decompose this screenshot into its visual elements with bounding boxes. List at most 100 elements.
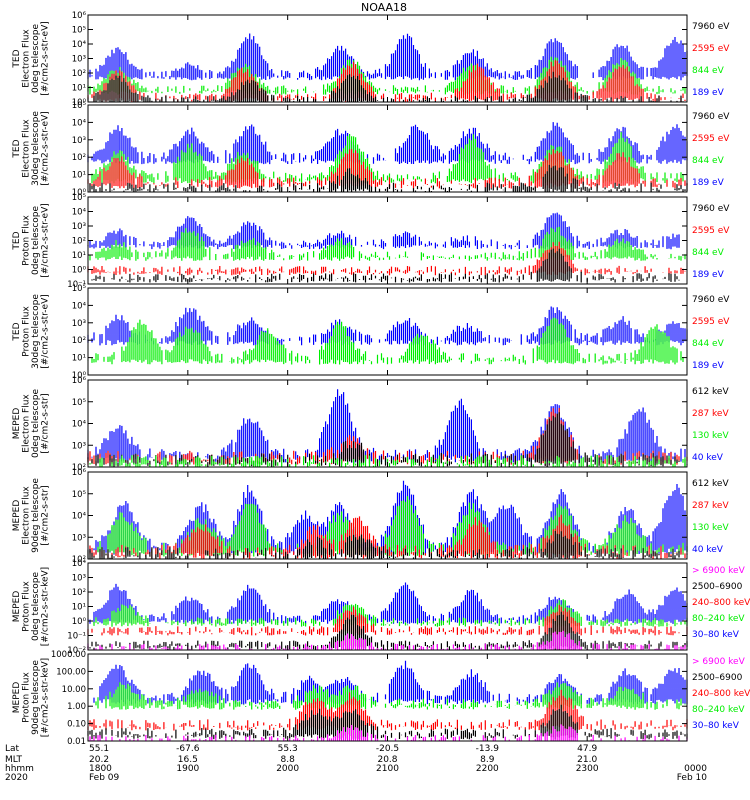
y-axis-label-line: [#/cm2-s-str-keV] <box>40 658 50 737</box>
y-tick-label: 10⁶ <box>72 11 87 21</box>
y-tick-label: 10⁵ <box>72 398 86 408</box>
legend-entry: 844 eV <box>692 156 725 166</box>
y-tick-label: 10² <box>72 153 86 163</box>
x-tick-hhmm: 1900 <box>176 764 199 774</box>
y-axis-label: MEPEDElectron Flux90deg telescope[#/cm2-… <box>12 478 51 553</box>
y-axis-label-line: MEPED <box>12 408 22 440</box>
y-axis-label: MEPEDProton Flux90deg telescope[#/cm2-s-… <box>12 658 51 737</box>
legend-entry: 130 keV <box>692 431 729 441</box>
y-axis-label-line: TED <box>12 231 22 250</box>
legend-entry: 7960 eV <box>692 295 730 305</box>
y-axis-label-line: 0deg telescope <box>31 389 41 459</box>
legend-entry: 844 eV <box>692 339 725 349</box>
legend-entry: 30–80 keV <box>692 721 740 731</box>
x-tick-mlt: 8.9 <box>480 755 495 765</box>
y-axis-label-line: Proton Flux <box>21 581 31 632</box>
legend-entry: 189 eV <box>692 178 725 188</box>
y-axis-label-line: MEPED <box>12 682 22 714</box>
y-axis-label: MEPEDProton Flux0deg telescope[#/cm2-s-s… <box>12 567 51 646</box>
chart-title: NOAA18 <box>361 1 407 14</box>
series-blue-meped-electron-0deg <box>87 389 686 463</box>
series-blue-meped-electron-90deg <box>89 480 688 555</box>
panel-frame <box>87 14 688 103</box>
panel-ted-electron-30deg: 10⁰ 10¹ 10² 10³ 10⁴ 10⁵ TEDElectron Flux30deg … <box>12 101 731 198</box>
trace-black <box>87 412 686 467</box>
y-tick-label: 10³ <box>72 574 86 584</box>
y-tick-label: 10¹ <box>72 603 86 613</box>
series-blue-meped-proton-90deg <box>93 660 688 705</box>
y-axis-label-line: MEPED <box>12 500 22 532</box>
y-axis-label-line: 0deg telescope <box>31 24 41 94</box>
x-tick-mlt: 16.5 <box>178 755 198 765</box>
series-red-ted-electron-0deg <box>87 60 686 102</box>
x-tick-mlt: 20.2 <box>89 755 109 765</box>
legend-entry: 2500–6900 <box>692 673 743 683</box>
y-tick-label: 0.10 <box>67 720 86 730</box>
legend-entry: 2500–6900 <box>692 582 743 592</box>
legend-entry: 80–240 keV <box>692 614 745 624</box>
legend-entry: 287 keV <box>692 409 729 419</box>
y-tick-label: 10³ <box>72 533 86 543</box>
y-tick-label: 10⁵ <box>72 284 86 294</box>
series-green-meped-electron-0deg <box>89 455 688 467</box>
y-tick-label: 10² <box>72 237 86 247</box>
y-axis-label: TEDProton Flux30deg telescope[#/cm2-s-st… <box>12 294 51 369</box>
y-tick-label: 10⁶ <box>72 468 87 478</box>
trace-green <box>89 496 688 557</box>
x-tick-mlt: 20.8 <box>377 755 397 765</box>
y-axis-label-line: 90deg telescope <box>31 478 41 553</box>
series-green-ted-electron-30deg <box>91 132 684 184</box>
y-tick-label: 10² <box>72 463 86 473</box>
y-tick-label: 10⁴ <box>72 420 87 430</box>
trace-green <box>93 599 688 627</box>
y-axis-label-line: MEPED <box>12 591 22 623</box>
y-tick-label: 10⁻¹ <box>67 280 86 290</box>
panel-frame <box>87 562 688 651</box>
y-tick-label: 10⁴ <box>72 559 87 569</box>
x-row-label: Lat <box>5 744 20 754</box>
y-tick-label: 10² <box>72 336 86 346</box>
y-tick-label: 10³ <box>72 222 86 232</box>
trace-blue <box>87 212 680 250</box>
legend-entry: 189 eV <box>692 361 725 371</box>
y-tick-label: 10¹ <box>72 354 86 364</box>
trace-green <box>89 455 688 467</box>
panel-meped-proton-90deg: 0.010.101.0010.00100.001000.00MEPEDProto… <box>12 650 750 747</box>
y-tick-label: 10⁻¹ <box>67 632 86 642</box>
y-axis-label-line: Electron Flux <box>21 119 31 178</box>
legend-entry: 189 eV <box>692 88 725 98</box>
y-tick-label: 10⁴ <box>72 512 87 522</box>
y-tick-label: 10¹ <box>72 84 86 94</box>
y-tick-label: 10⁴ <box>72 301 87 311</box>
y-tick-label: 10² <box>72 555 86 565</box>
legend-entry: 844 eV <box>692 248 725 258</box>
y-axis-label-line: Proton Flux <box>21 672 31 723</box>
trace-blue <box>89 480 688 555</box>
y-axis-label-line: [#/cm2-s-str-eV] <box>40 203 50 278</box>
y-tick-label: 10² <box>72 69 86 79</box>
y-axis-label-line: [#/cm2-s-str-eV] <box>40 21 50 96</box>
legend-entry: 612 keV <box>692 479 729 489</box>
y-tick-label: 10⁵ <box>72 101 86 111</box>
y-axis-label: MEPEDElectron Flux0deg telescope[#/cm2-s… <box>12 389 51 459</box>
legend-entry: 240–800 keV <box>692 598 750 608</box>
y-axis-label: TEDElectron Flux0deg telescope[#/cm2-s-s… <box>12 21 51 96</box>
trace-blue <box>93 660 688 705</box>
legend-entry: 2595 eV <box>692 44 730 54</box>
y-axis-label-line: 90deg telescope <box>31 660 41 735</box>
series-black-ted-proton-0deg <box>91 248 680 283</box>
y-tick-label: 10⁵ <box>72 26 86 36</box>
legend-entry: > 6900 keV <box>692 657 746 667</box>
legend-entry: 240–800 keV <box>692 689 750 699</box>
y-axis-label-line: Electron Flux <box>21 486 31 545</box>
y-axis-label-line: Electron Flux <box>21 394 31 453</box>
y-axis-label-line: TED <box>12 49 22 68</box>
y-tick-label: 10⁰ <box>72 266 87 276</box>
y-tick-label: 10⁰ <box>72 98 87 108</box>
trace-blue <box>87 389 686 463</box>
y-tick-label: 10⁶ <box>72 376 87 386</box>
y-tick-label: 10¹ <box>72 171 86 181</box>
